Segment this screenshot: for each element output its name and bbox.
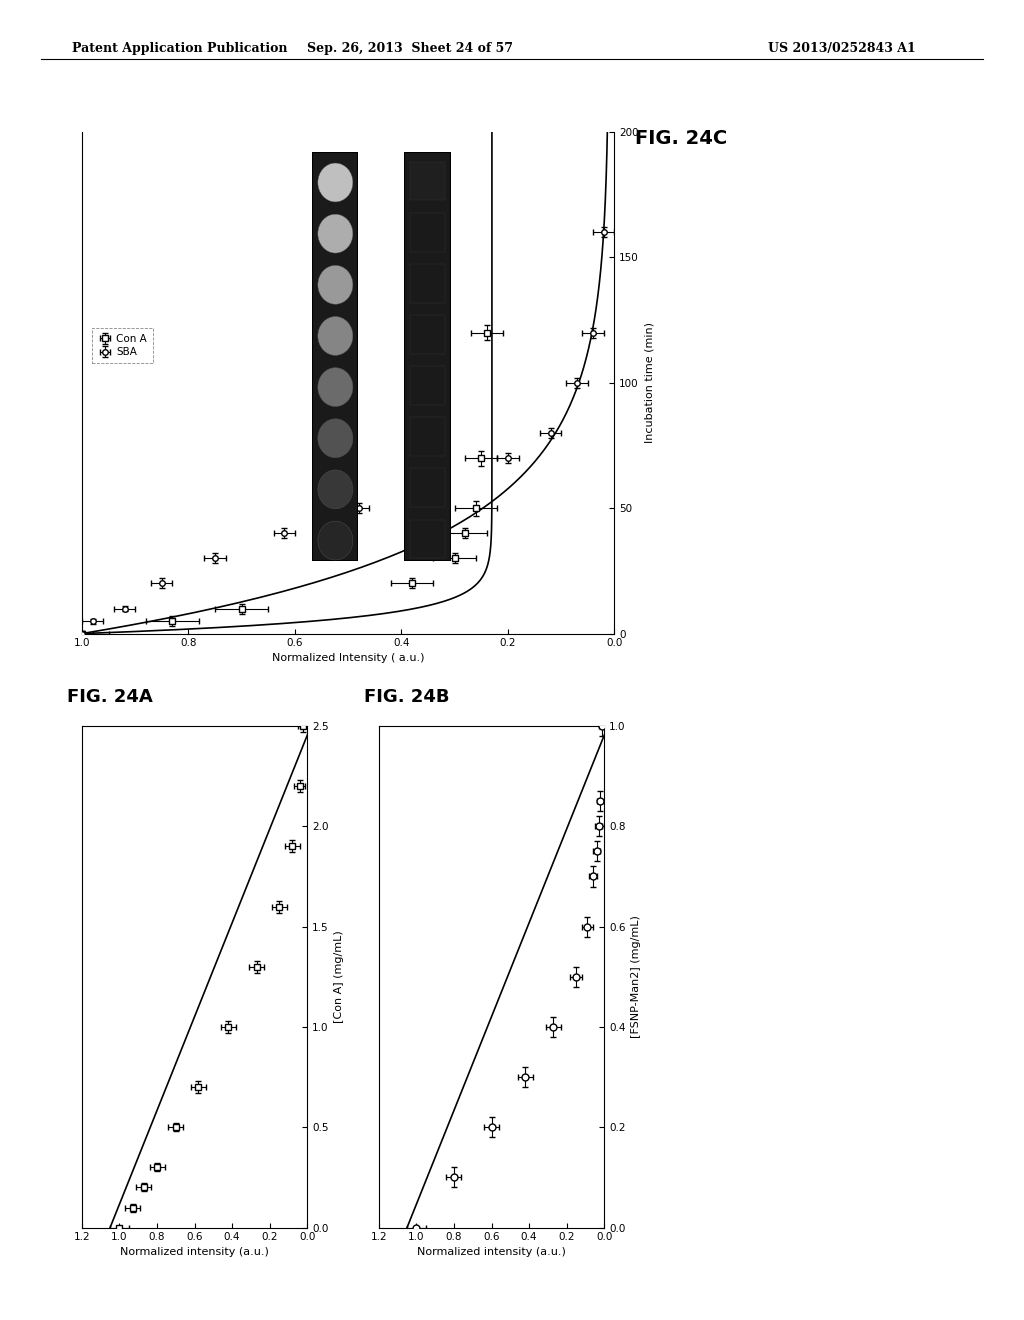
- Bar: [410, 520, 445, 558]
- Text: US 2013/0252843 A1: US 2013/0252843 A1: [768, 42, 915, 55]
- X-axis label: Normalized intensity (a.u.): Normalized intensity (a.u.): [417, 1246, 566, 1257]
- Bar: [410, 213, 445, 252]
- Text: Patent Application Publication: Patent Application Publication: [72, 42, 287, 55]
- Bar: [410, 315, 445, 354]
- Bar: [410, 161, 445, 201]
- Circle shape: [317, 470, 353, 508]
- Bar: [410, 469, 445, 507]
- Circle shape: [317, 265, 353, 304]
- Y-axis label: [FSNP-Man2] (mg/mL): [FSNP-Man2] (mg/mL): [631, 915, 641, 1039]
- Circle shape: [317, 214, 353, 253]
- Circle shape: [317, 164, 353, 202]
- Legend: Con A, SBA: Con A, SBA: [92, 327, 154, 363]
- Circle shape: [317, 368, 353, 407]
- Y-axis label: [Con A] (mg/mL): [Con A] (mg/mL): [334, 931, 344, 1023]
- Circle shape: [317, 521, 353, 560]
- Text: FIG. 24C: FIG. 24C: [635, 129, 727, 148]
- Text: FIG. 24A: FIG. 24A: [67, 688, 153, 706]
- X-axis label: Normalized Intensity ( a.u.): Normalized Intensity ( a.u.): [272, 652, 424, 663]
- Text: Sep. 26, 2013  Sheet 24 of 57: Sep. 26, 2013 Sheet 24 of 57: [306, 42, 513, 55]
- Circle shape: [317, 418, 353, 458]
- Bar: [410, 417, 445, 457]
- Bar: [410, 366, 445, 405]
- Y-axis label: Incubation time (min): Incubation time (min): [644, 322, 654, 444]
- Bar: [410, 264, 445, 302]
- X-axis label: Normalized intensity (a.u.): Normalized intensity (a.u.): [120, 1246, 269, 1257]
- Circle shape: [317, 317, 353, 355]
- Text: FIG. 24B: FIG. 24B: [364, 688, 449, 706]
